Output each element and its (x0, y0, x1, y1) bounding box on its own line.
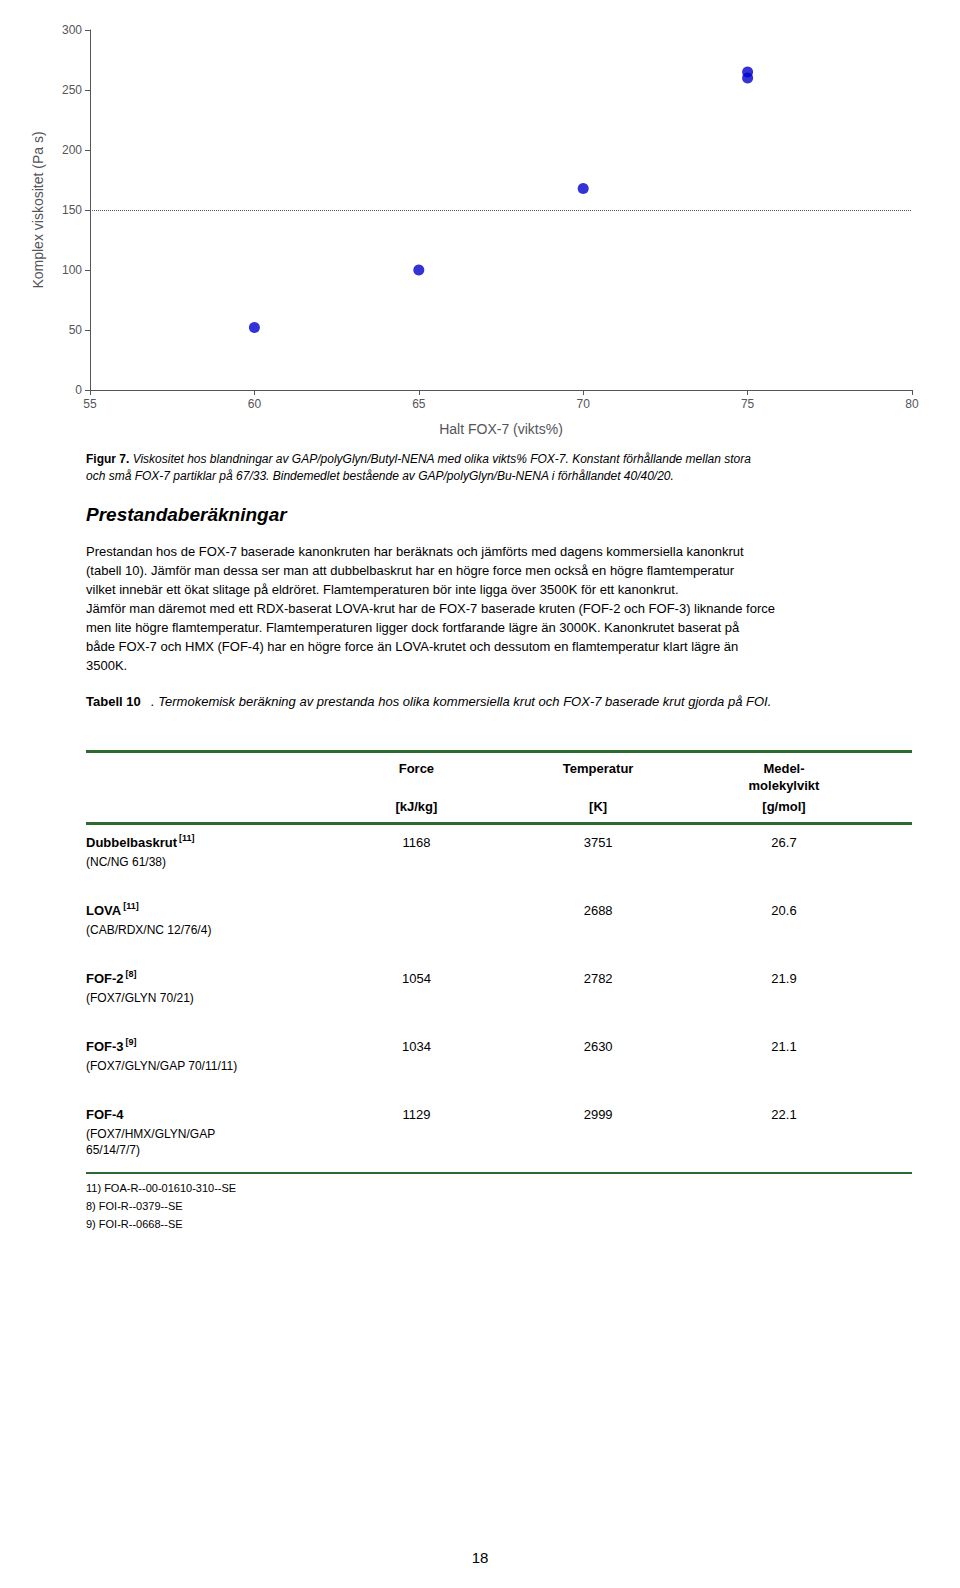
svg-text:(tabell 10). Jämför man dessa: (tabell 10). Jämför man dessa ser man at… (86, 563, 738, 578)
svg-text:(CAB/RDX/NC 12/76/4): (CAB/RDX/NC 12/76/4) (86, 923, 211, 937)
svg-text:FOF-4: FOF-4 (86, 1107, 124, 1122)
svg-text:9) FOI-R--0668--SE: 9) FOI-R--0668--SE (86, 1218, 183, 1230)
svg-text:Force: Force (399, 761, 434, 776)
svg-text:3500K.: 3500K. (86, 658, 127, 673)
svg-text:1129: 1129 (402, 1107, 430, 1122)
svg-text:vilket innebär ett ökat slitag: vilket innebär ett ökat slitage på eldrö… (86, 582, 682, 597)
svg-text:[kJ/kg]: [kJ/kg] (395, 799, 437, 814)
svg-text:1054: 1054 (402, 971, 431, 986)
svg-text:75: 75 (741, 397, 755, 411)
svg-text:11) FOA-R--00-01610-310--SE: 11) FOA-R--00-01610-310--SE (86, 1182, 236, 1194)
svg-text:65: 65 (412, 397, 426, 411)
svg-text:Medel-: Medel- (763, 761, 804, 776)
svg-text:[g/mol]: [g/mol] (762, 799, 805, 814)
svg-text:250: 250 (62, 83, 82, 97)
svg-text:(FOX7/GLYN 70/21): (FOX7/GLYN 70/21) (86, 991, 194, 1005)
svg-text:2999: 2999 (584, 1107, 613, 1122)
svg-text:2630: 2630 (584, 1039, 613, 1054)
svg-text:(NC/NG 61/38): (NC/NG 61/38) (86, 855, 166, 869)
svg-text:3751: 3751 (584, 835, 613, 850)
svg-text:både FOX-7 och HMX (FOF-4) har: både FOX-7 och HMX (FOF-4) har en högre … (86, 639, 742, 654)
svg-text:(FOX7/HMX/GLYN/GAP: (FOX7/HMX/GLYN/GAP (86, 1127, 215, 1141)
svg-text:[K]: [K] (589, 799, 607, 814)
svg-text:26.7: 26.7 (771, 835, 796, 850)
svg-text:50: 50 (69, 323, 83, 337)
svg-text:Prestandan hos de FOX-7 basera: Prestandan hos de FOX-7 baserade kanonkr… (86, 544, 747, 559)
svg-text:55: 55 (83, 397, 97, 411)
svg-text:21.9: 21.9 (771, 971, 796, 986)
svg-text:2688: 2688 (584, 903, 613, 918)
svg-text:Komplex viskositet (Pa s): Komplex viskositet (Pa s) (30, 131, 46, 288)
svg-text:Tabell 10: Tabell 10 (86, 694, 141, 709)
svg-text:2782: 2782 (584, 971, 613, 986)
svg-text:[11]: [11] (179, 833, 195, 843)
svg-text:20.6: 20.6 (771, 903, 796, 918)
svg-text:18: 18 (472, 1549, 489, 1566)
svg-text:(FOX7/GLYN/GAP 70/11/11): (FOX7/GLYN/GAP 70/11/11) (86, 1059, 237, 1073)
svg-text:300: 300 (62, 23, 82, 37)
svg-text:. Termokemisk beräkning av pre: . Termokemisk beräkning av prestanda hos… (151, 694, 771, 709)
svg-text:65/14/7/7): 65/14/7/7) (86, 1143, 140, 1157)
svg-text:Prestandaberäkningar: Prestandaberäkningar (86, 504, 288, 525)
svg-text:[9]: [9] (126, 1037, 137, 1047)
svg-text:Halt FOX-7 (vikts%): Halt FOX-7 (vikts%) (439, 421, 563, 437)
svg-text:21.1: 21.1 (771, 1039, 796, 1054)
svg-text:Viskositet hos blandningar av: Viskositet hos blandningar av GAP/polyGl… (129, 452, 754, 466)
svg-text:FOF-2: FOF-2 (86, 971, 124, 986)
svg-text:Jämför man däremot med ett RDX: Jämför man däremot med ett RDX-baserat L… (86, 601, 779, 616)
svg-text:Temperatur: Temperatur (563, 761, 634, 776)
svg-text:0: 0 (75, 383, 82, 397)
svg-text:Dubbelbaskrut: Dubbelbaskrut (86, 835, 178, 850)
svg-text:22.1: 22.1 (771, 1107, 796, 1122)
svg-text:och små FOX-7 partiklar på 67/: och små FOX-7 partiklar på 67/33. Bindem… (86, 469, 674, 483)
svg-text:60: 60 (248, 397, 262, 411)
svg-text:FOF-3: FOF-3 (86, 1039, 124, 1054)
svg-text:[8]: [8] (126, 969, 137, 979)
svg-text:8) FOI-R--0379--SE: 8) FOI-R--0379--SE (86, 1200, 183, 1212)
svg-text:150: 150 (62, 203, 82, 217)
svg-text:[11]: [11] (123, 901, 139, 911)
svg-text:1168: 1168 (402, 835, 430, 850)
svg-text:molekylvikt: molekylvikt (749, 778, 820, 793)
svg-text:men lite högre flamtemperatur.: men lite högre flamtemperatur. Flamtempe… (86, 620, 743, 635)
svg-text:70: 70 (577, 397, 591, 411)
svg-text:1034: 1034 (402, 1039, 431, 1054)
svg-text:80: 80 (905, 397, 919, 411)
svg-text:200: 200 (62, 143, 82, 157)
svg-text:100: 100 (62, 263, 82, 277)
svg-text:LOVA: LOVA (86, 903, 122, 918)
svg-text:Figur 7.: Figur 7. (86, 452, 129, 466)
